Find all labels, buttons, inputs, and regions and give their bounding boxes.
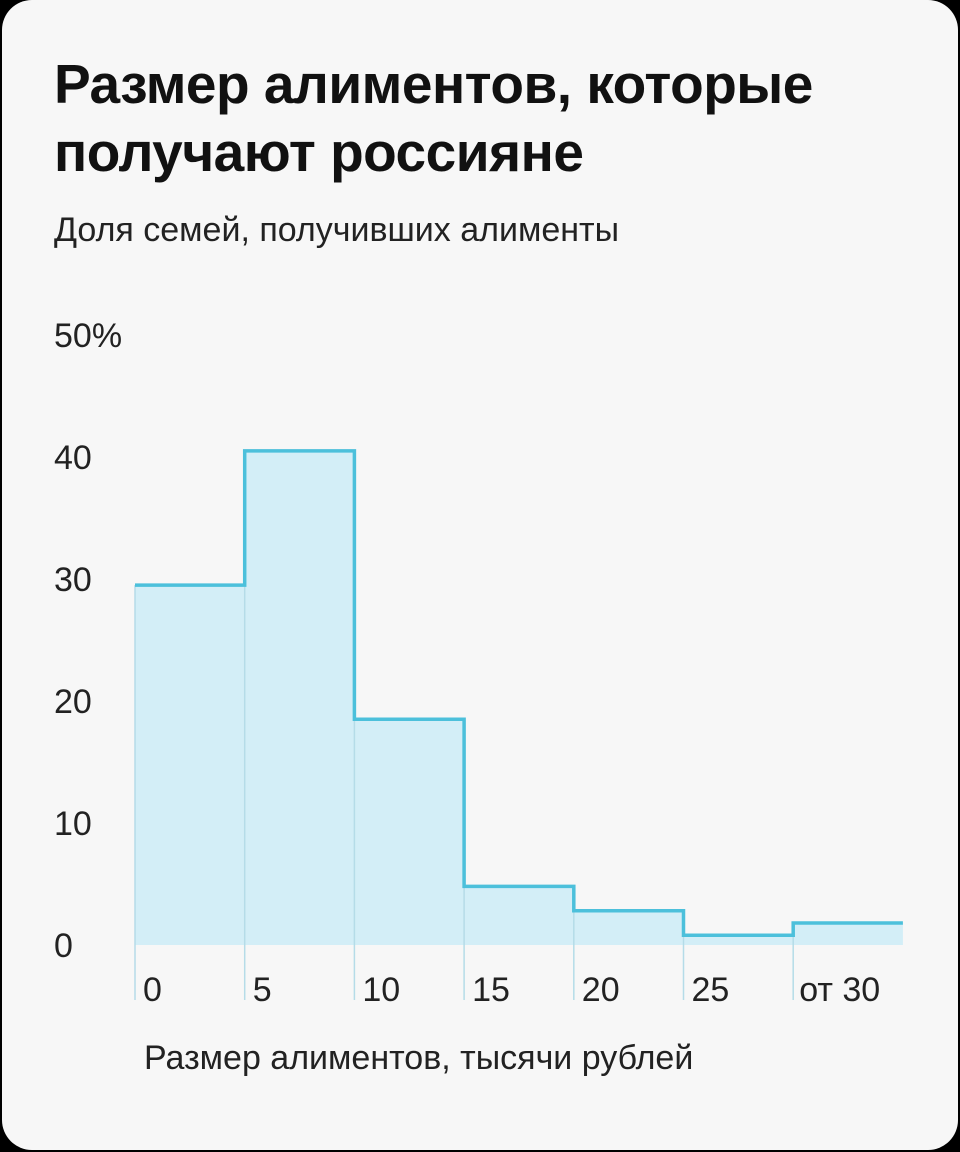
y-tick-label-4: 40 [54,439,92,477]
x-axis-label: Размер алиментов, тысячи рублей [144,1039,694,1077]
x-tick-label-4: 20 [582,971,620,1009]
histogram-bar-0 [135,585,245,945]
chart-title: Размер алиментов, которые получают росси… [54,53,813,183]
x-tick-label-0: 0 [143,971,162,1009]
chart-subtitle: Доля семей, получивших алименты [54,211,620,249]
y-tick-label-5: 50% [54,317,122,355]
histogram-outline [135,449,903,937]
x-tick-label-5: 25 [692,971,730,1009]
histogram-bar-2 [354,719,465,945]
histogram-bar-4 [573,910,684,945]
x-tick-label-1: 5 [253,971,272,1009]
histogram-bar-1 [244,450,355,945]
y-tick-label-0: 0 [54,927,73,965]
y-tick-label-1: 10 [54,805,92,843]
y-tick-label-2: 20 [54,683,92,721]
histogram-bar-5 [683,935,794,945]
x-tick-label-6: от 30 [799,971,880,1009]
y-tick-label-3: 30 [54,561,92,599]
x-tick-label-2: 10 [362,971,400,1009]
histogram-bar-6 [793,923,903,945]
histogram-bar-3 [464,886,574,945]
x-tick-label-3: 15 [472,971,510,1009]
